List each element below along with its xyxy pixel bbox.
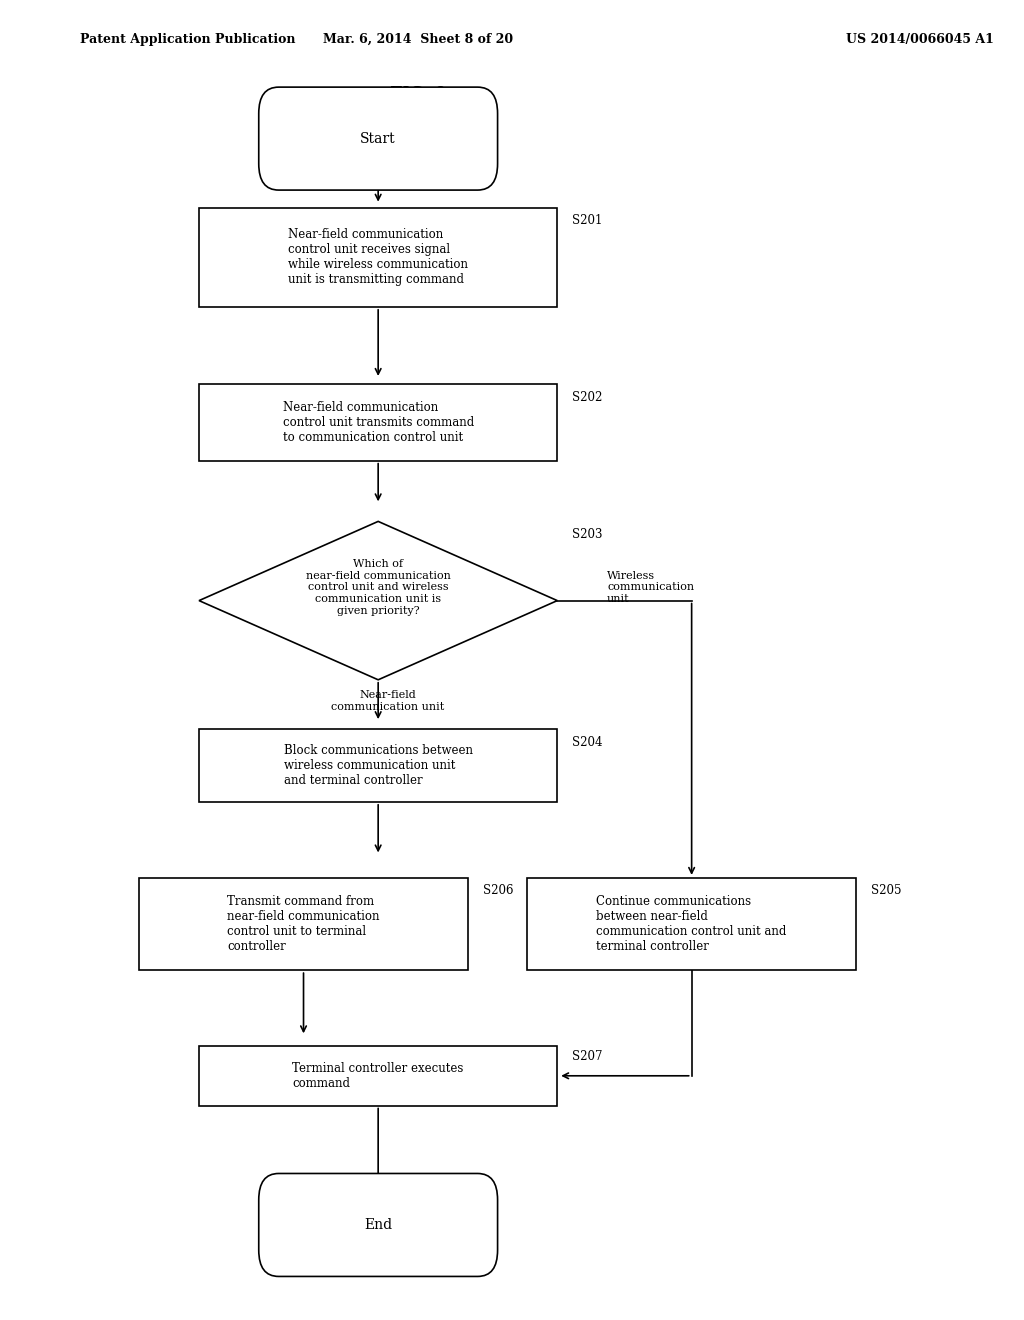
Text: S204: S204 (572, 737, 603, 748)
Polygon shape (199, 521, 557, 680)
Text: Mar. 6, 2014  Sheet 8 of 20: Mar. 6, 2014 Sheet 8 of 20 (323, 33, 513, 46)
Text: S206: S206 (482, 884, 513, 898)
FancyBboxPatch shape (199, 729, 557, 803)
FancyBboxPatch shape (139, 878, 468, 970)
Text: S207: S207 (572, 1051, 603, 1063)
FancyBboxPatch shape (199, 1045, 557, 1106)
Text: Near-field communication
control unit transmits command
to communication control: Near-field communication control unit tr… (283, 401, 474, 444)
FancyBboxPatch shape (199, 384, 557, 461)
Text: FIG. 8: FIG. 8 (390, 86, 446, 104)
Text: Terminal controller executes
command: Terminal controller executes command (293, 1061, 464, 1090)
Text: Which of
near-field communication
control unit and wireless
communication unit i: Which of near-field communication contro… (306, 560, 451, 615)
FancyBboxPatch shape (199, 207, 557, 306)
Text: Transmit command from
near-field communication
control unit to terminal
controll: Transmit command from near-field communi… (227, 895, 380, 953)
Text: S202: S202 (572, 391, 602, 404)
Text: Continue communications
between near-field
communication control unit and
termin: Continue communications between near-fie… (596, 895, 786, 953)
FancyBboxPatch shape (259, 87, 498, 190)
Text: Wireless
communication
unit: Wireless communication unit (607, 570, 694, 605)
Text: S203: S203 (572, 528, 603, 541)
Text: Start: Start (360, 132, 396, 145)
Text: Patent Application Publication: Patent Application Publication (80, 33, 295, 46)
FancyBboxPatch shape (259, 1173, 498, 1276)
Text: Near-field
communication unit: Near-field communication unit (332, 690, 444, 711)
Text: S205: S205 (870, 884, 901, 898)
Text: End: End (365, 1218, 392, 1232)
Text: S201: S201 (572, 214, 602, 227)
Text: Near-field communication
control unit receives signal
while wireless communicati: Near-field communication control unit re… (288, 228, 468, 286)
Text: Block communications between
wireless communication unit
and terminal controller: Block communications between wireless co… (284, 744, 473, 787)
Text: US 2014/0066045 A1: US 2014/0066045 A1 (846, 33, 993, 46)
FancyBboxPatch shape (527, 878, 856, 970)
